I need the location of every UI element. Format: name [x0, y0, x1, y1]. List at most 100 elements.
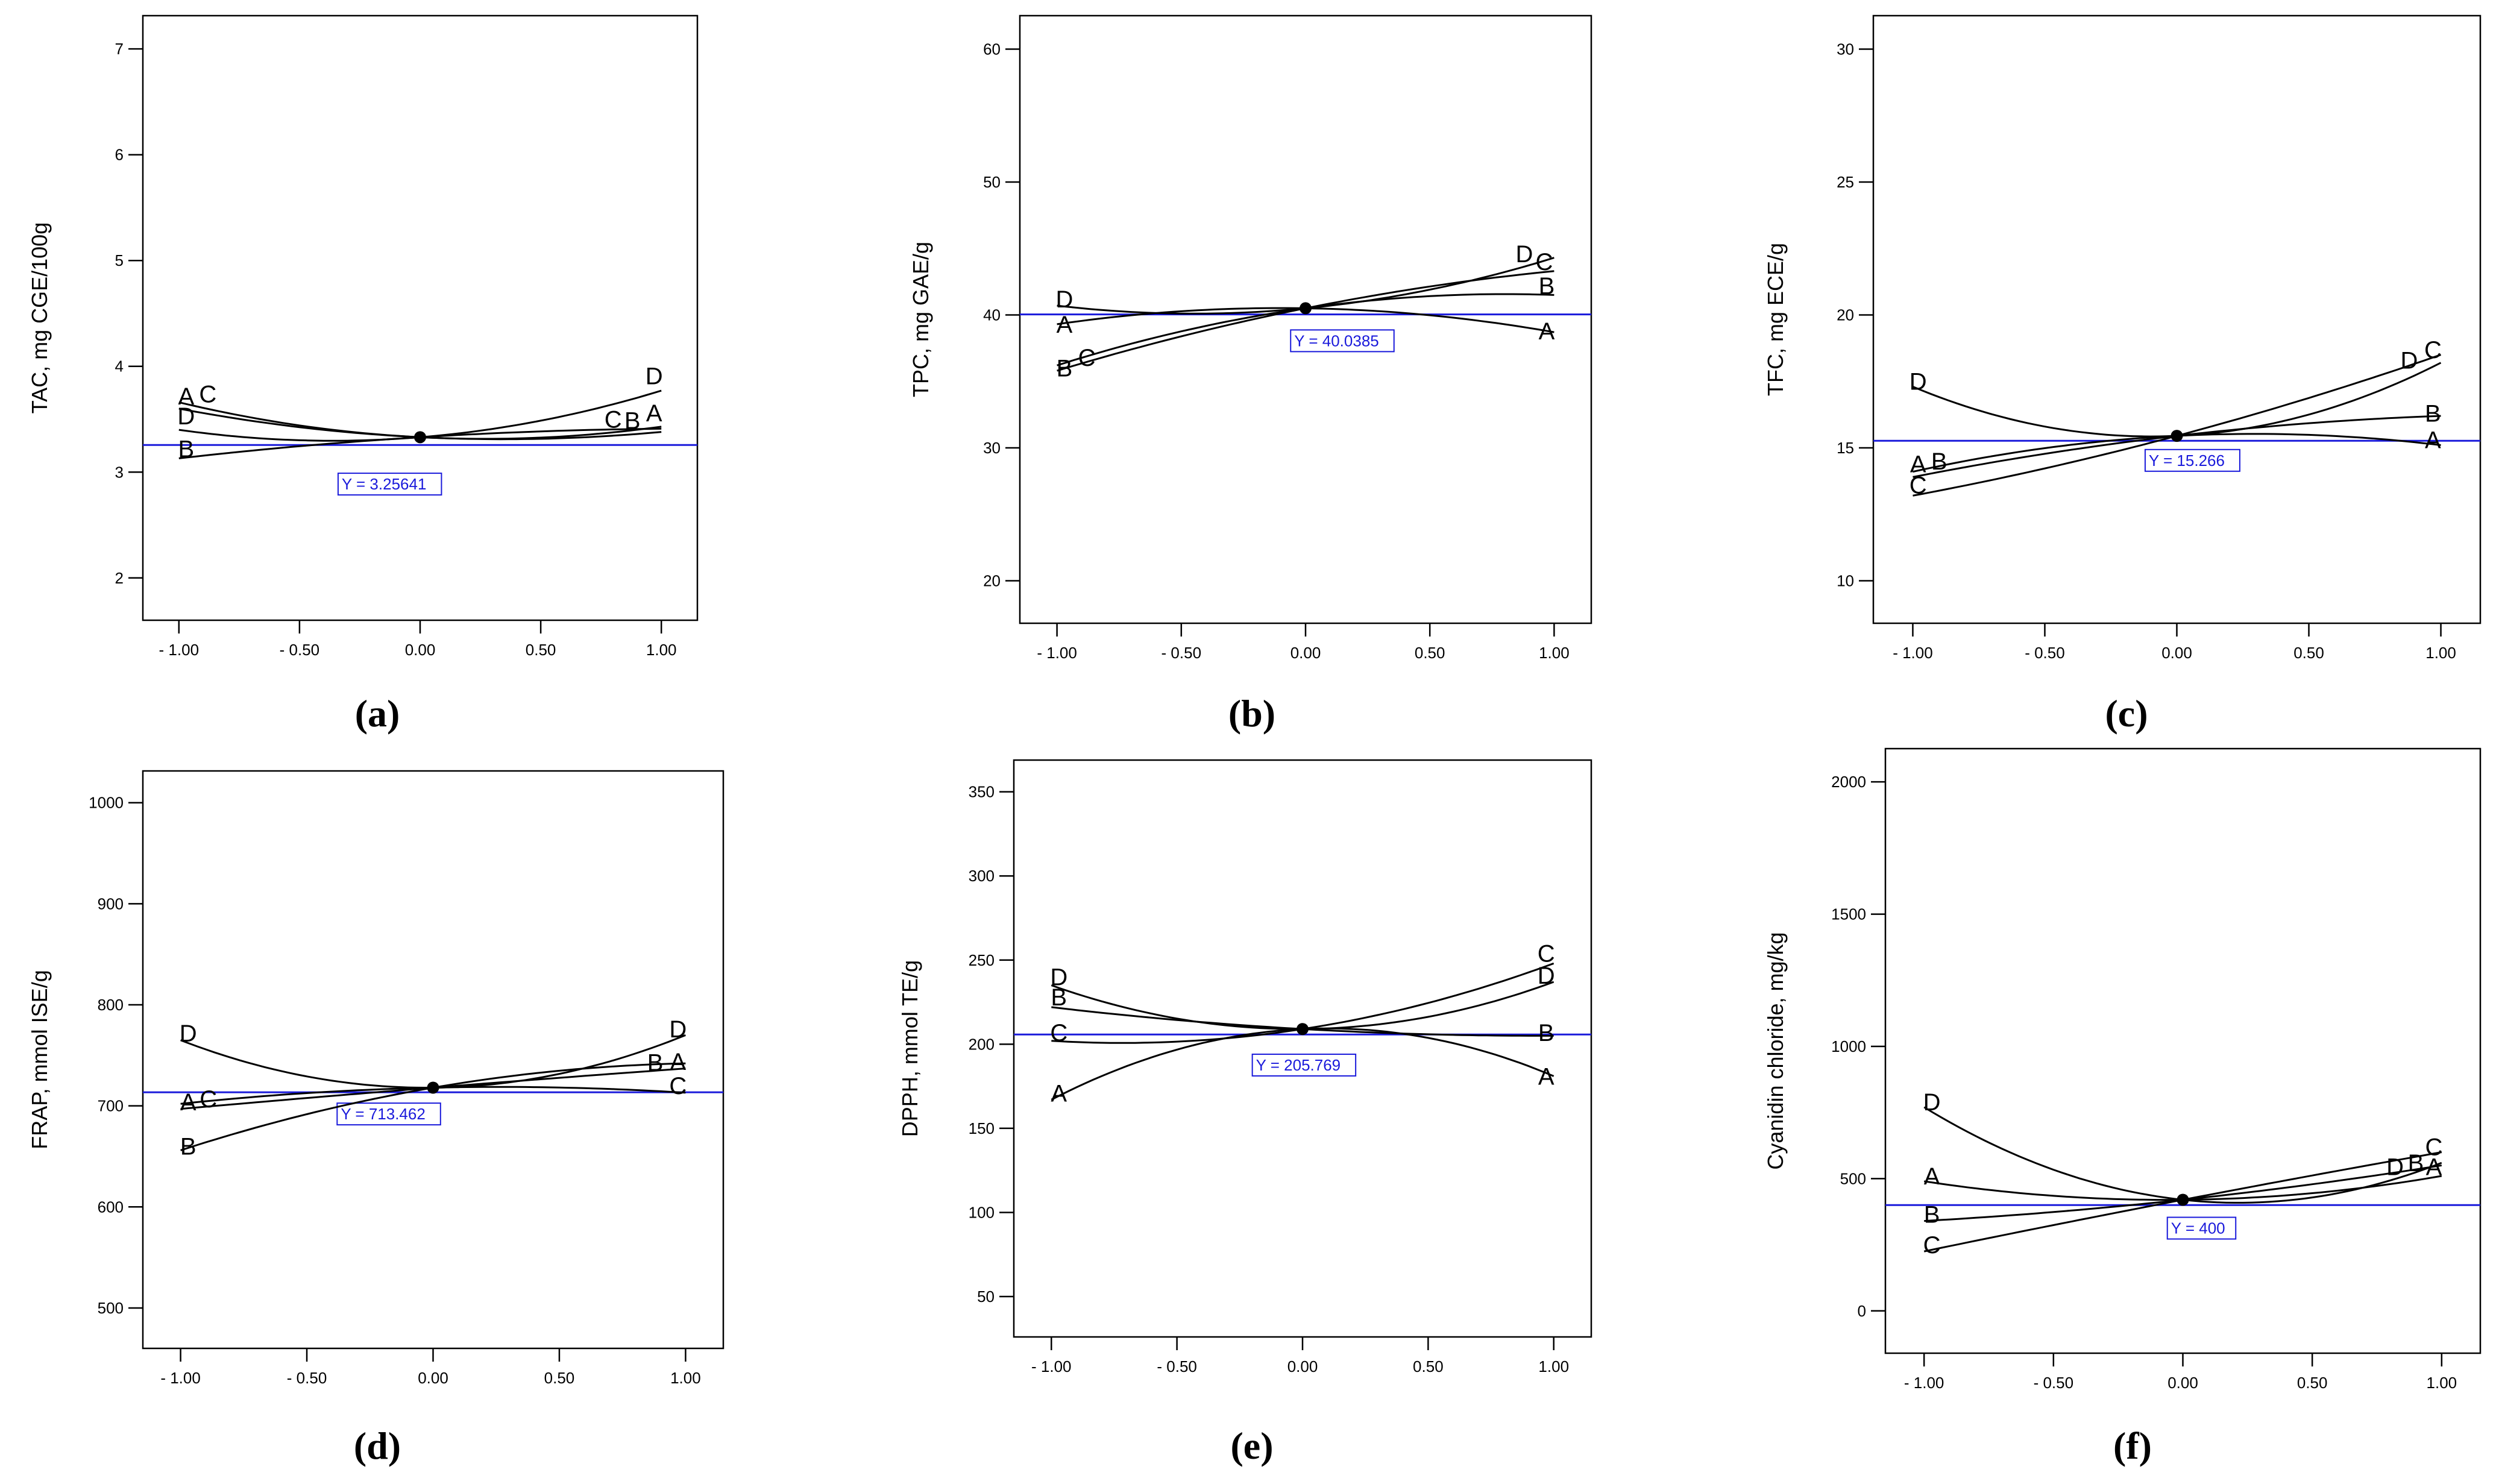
y-tick-label: 30 [1837, 40, 1854, 58]
y-tick-label: 50 [977, 1287, 995, 1306]
curve-label-D: D [1056, 286, 1073, 313]
curve-D [1912, 362, 2442, 438]
y-axis-label: DPPH, mmol TE/g [897, 960, 922, 1137]
plot-frame [142, 770, 725, 1350]
x-tick-label: 1.00 [646, 641, 677, 659]
y-tick-label: 20 [983, 571, 1001, 590]
y-tick-label: 200 [969, 1035, 995, 1053]
y-tick-label: 150 [969, 1119, 995, 1137]
center-point [427, 1081, 439, 1094]
x-tick-label: 0.50 [544, 1369, 575, 1387]
curve-label-C: C [1910, 473, 1927, 499]
reference-value-label: Y = 205.769 [1256, 1056, 1341, 1074]
y-tick-label: 15 [1837, 439, 1854, 457]
y-tick-label: 800 [98, 996, 124, 1014]
y-axis-ticks: 50 100 150 200 250 300 350 [969, 783, 1014, 1306]
y-tick-label: 250 [969, 951, 995, 969]
y-tick-label: 600 [98, 1198, 124, 1216]
curve-D [1923, 1106, 2442, 1204]
curve-label-A: A [2425, 427, 2441, 454]
curve-label-D: D [1910, 369, 1927, 395]
x-axis-ticks: - 1.00 - 0.50 0.00 0.50 1.00 [160, 1348, 701, 1387]
chart-panel-f: 0 500 1000 1500 2000 - 1.00 - 0.50 0.00 0.50 1.00… [1763, 747, 2482, 1467]
x-axis-ticks: - 1.00 - 0.50 0.00 0.50 1.00 [1037, 623, 1570, 662]
curve-B [1924, 1164, 2442, 1222]
plot-frame [142, 14, 699, 621]
chart-panel-d: 500 600 700 800 900 1000 - 1.00 - 0.50 0.00 0.50 1… [27, 770, 725, 1467]
x-tick-label: 0.00 [1287, 1357, 1318, 1376]
y-tick-label: 2 [115, 569, 124, 587]
curve-label-D: D [1050, 964, 1067, 991]
curve-label-D: D [1923, 1089, 1941, 1116]
plot-frame [1884, 747, 2482, 1354]
x-tick-label: 1.00 [2425, 644, 2456, 662]
x-tick-label: 0.50 [1413, 1357, 1444, 1376]
curve-label-C: C [2424, 337, 2442, 363]
y-tick-label: 500 [1840, 1169, 1866, 1187]
y-tick-label: 20 [1837, 306, 1854, 324]
y-tick-label: 0 [1858, 1302, 1866, 1320]
center-point [1300, 302, 1312, 315]
center-point [2177, 1193, 2189, 1206]
x-tick-label: - 1.00 [1893, 644, 1933, 662]
y-tick-label: 100 [969, 1203, 995, 1221]
x-tick-label: 1.00 [2427, 1374, 2457, 1392]
panel-letter: (c) [2105, 692, 2148, 735]
reference-value-label: Y = 40.0385 [1294, 332, 1379, 350]
curve-label-C: C [1538, 941, 1555, 967]
y-axis-label: TFC, mg ECE/g [1763, 243, 1788, 396]
y-tick-label: 1000 [89, 794, 124, 812]
reference-value-box [336, 1102, 441, 1126]
panel-letter: (b) [1228, 692, 1275, 735]
curve-label-C: C [669, 1073, 687, 1099]
curve-label-D: D [177, 403, 195, 430]
x-tick-label: 0.00 [418, 1369, 448, 1387]
x-tick-label: 0.50 [2293, 644, 2324, 662]
y-tick-label: 5 [115, 251, 124, 269]
x-tick-label: - 0.50 [1157, 1357, 1197, 1376]
curve-label-A: A [178, 383, 194, 410]
y-tick-label: 7 [115, 40, 124, 58]
curve-label-A: A [1924, 1163, 1940, 1190]
curve-D [180, 1034, 686, 1089]
center-point [1297, 1023, 1309, 1036]
reference-value-box [1290, 329, 1395, 353]
x-tick-label: - 0.50 [2025, 644, 2065, 662]
y-tick-label: 700 [98, 1097, 124, 1115]
curve-label-C: C [605, 407, 622, 433]
curve-label-C: C [200, 1086, 217, 1113]
curve-label-D: D [669, 1016, 687, 1043]
curve-label-A: A [2426, 1154, 2442, 1181]
panel-letter: (d) [354, 1424, 401, 1467]
curve-label-C: C [1923, 1232, 1941, 1259]
x-tick-label: 0.00 [2161, 644, 2192, 662]
y-axis-label: Cyanidin chloride, mg/kg [1763, 932, 1788, 1169]
x-tick-label: - 0.50 [2034, 1374, 2074, 1392]
x-tick-label: - 1.00 [1031, 1357, 1072, 1376]
y-axis-label: TPC, mg GAE/g [908, 242, 933, 397]
curve-label-D: D [1538, 963, 1555, 989]
x-tick-label: 0.00 [1290, 644, 1321, 662]
x-tick-label: 0.50 [1415, 644, 1445, 662]
y-tick-label: 1500 [1831, 905, 1866, 923]
panel-letter: (a) [355, 692, 400, 735]
curve-label-C: C [2425, 1134, 2443, 1161]
curve-label-D: D [2401, 347, 2418, 374]
y-axis-ticks: 2 3 4 5 6 7 [115, 40, 143, 587]
chart-panel-a: 2 3 4 5 6 7 - 1.00 - 0.50 0.00 0.50 1.00 TAC, mg CG… [27, 14, 699, 735]
x-axis-ticks: - 1.00 - 0.50 0.00 0.50 1.00 [1031, 1337, 1569, 1376]
y-tick-label: 500 [98, 1299, 124, 1317]
y-tick-label: 30 [983, 439, 1001, 457]
x-tick-label: - 1.00 [159, 641, 200, 659]
y-tick-label: 40 [983, 306, 1001, 324]
chart-panel-b: 20 30 40 50 60 - 1.00 - 0.50 0.00 0.50 1.00 TPC, m… [908, 14, 1592, 735]
y-tick-label: 3 [115, 463, 124, 481]
curve-label-B: B [180, 1134, 196, 1160]
x-tick-label: - 0.50 [280, 641, 320, 659]
y-tick-label: 4 [115, 357, 124, 376]
curve-label-C: C [1078, 345, 1096, 371]
chart-panel-c: 10 15 20 25 30 - 1.00 - 0.50 0.00 0.50 1.00 TFC, m… [1763, 14, 2482, 735]
